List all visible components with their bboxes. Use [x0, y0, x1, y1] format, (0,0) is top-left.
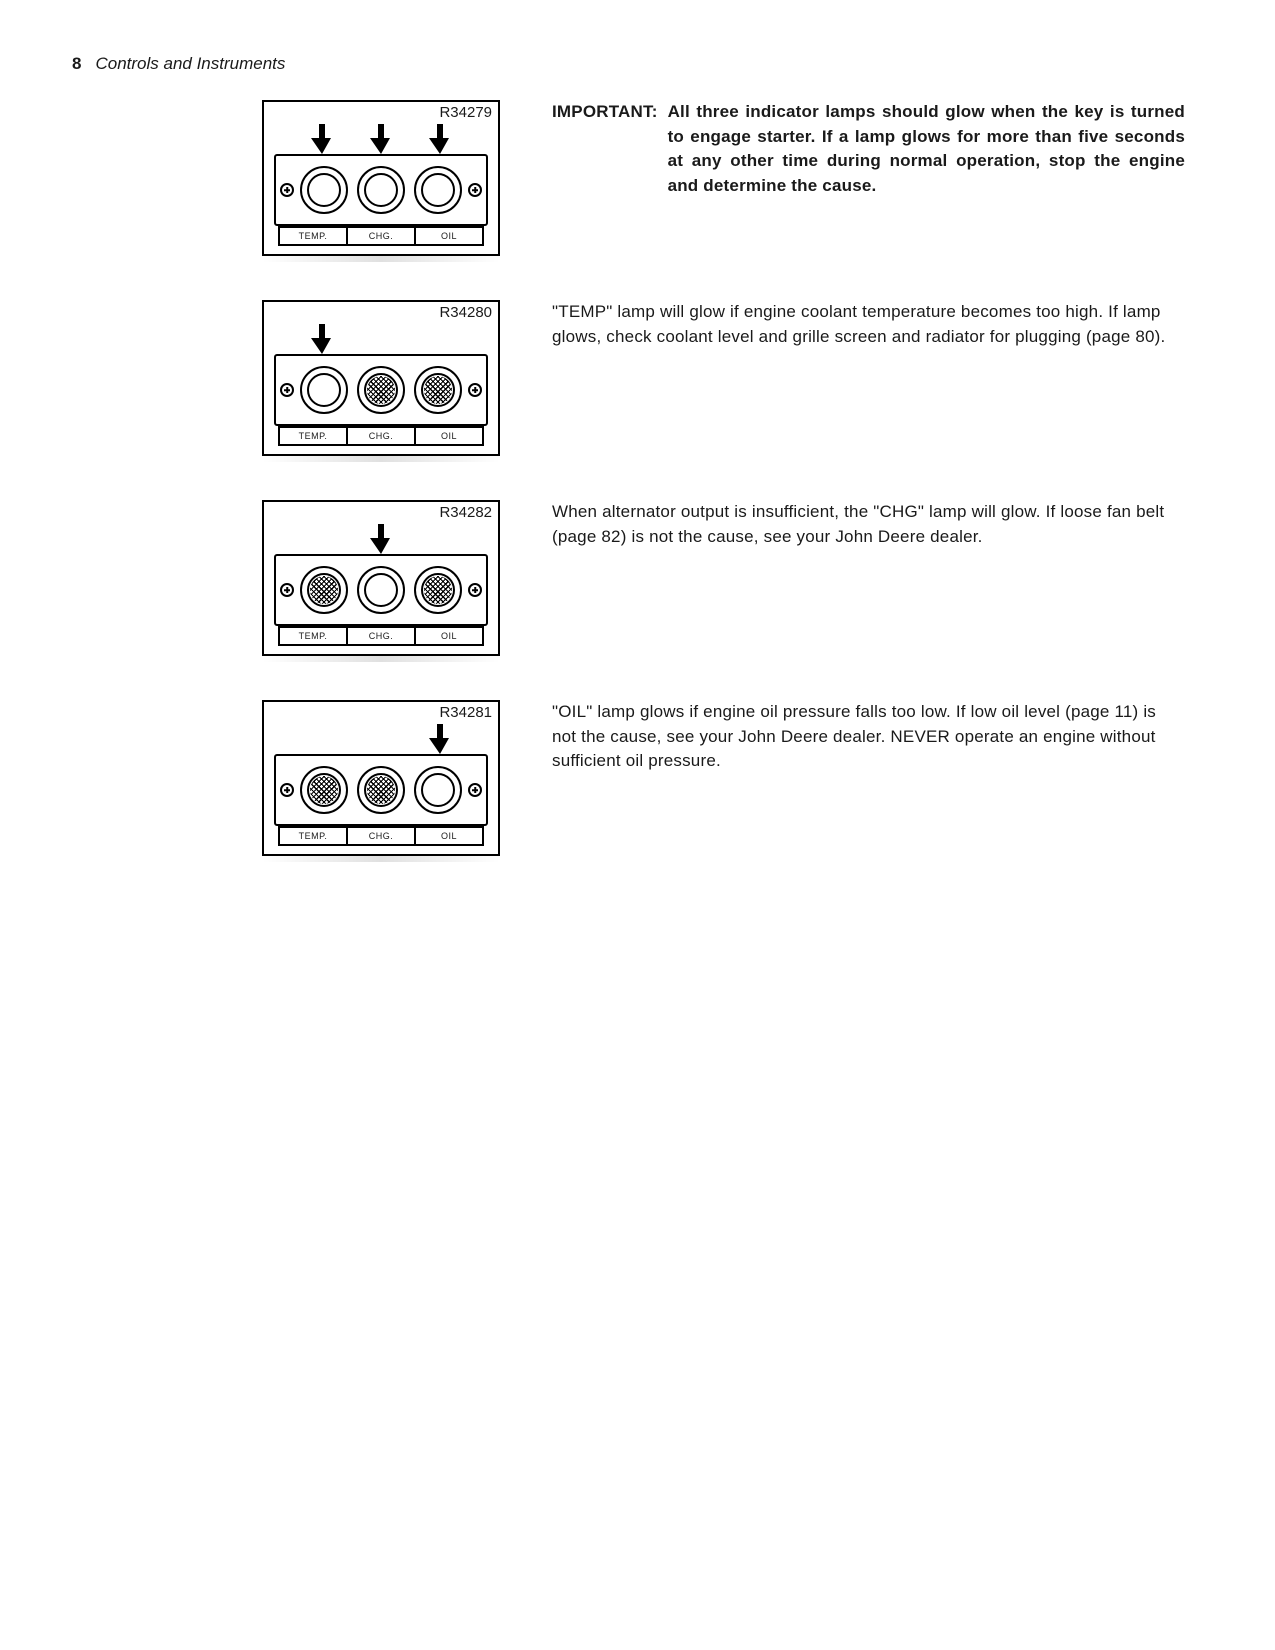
screw-icon [468, 783, 482, 797]
indicator-arrows [298, 524, 464, 554]
paragraph: "TEMP" lamp will glow if engine coolant … [552, 300, 1185, 349]
screw-icon [468, 183, 482, 197]
indicator-arrows [298, 324, 464, 354]
indicator-panel-figure: R34280 [262, 300, 500, 456]
temp-label: TEMP. [280, 428, 348, 444]
text-column: "OIL" lamp glows if engine oil pressure … [552, 700, 1185, 774]
chg-label: CHG. [348, 628, 416, 644]
chg-lamp-icon [357, 766, 405, 814]
arrow-down-icon [416, 724, 464, 754]
text-column: IMPORTANT: All three indicator lamps sho… [552, 100, 1185, 199]
important-label: IMPORTANT: [552, 100, 658, 199]
chg-label: CHG. [348, 428, 416, 444]
indicator-panel-figure: R34281 [262, 700, 500, 856]
oil-label: OIL [416, 828, 482, 844]
lamp-label-strip: TEMP. CHG. OIL [278, 826, 484, 846]
arrow-down-icon [298, 124, 346, 154]
important-notice: IMPORTANT: All three indicator lamps sho… [552, 100, 1185, 199]
temp-label: TEMP. [280, 628, 348, 644]
figure-id: R34280 [439, 304, 492, 321]
figure-id: R34279 [439, 104, 492, 121]
screw-icon [280, 383, 294, 397]
indicator-panel-figure: R34282 [262, 500, 500, 656]
temp-label: TEMP. [280, 228, 348, 244]
gauge-plate [274, 554, 488, 626]
content-rows: R34279 [72, 100, 1185, 856]
page-header: 8 Controls and Instruments [72, 54, 1185, 74]
oil-lamp-icon [414, 166, 462, 214]
temp-label: TEMP. [280, 828, 348, 844]
lamp-row [300, 762, 462, 818]
gauge-plate [274, 154, 488, 226]
oil-lamp-icon [414, 566, 462, 614]
indicator-panel-figure: R34279 [262, 100, 500, 256]
figure-column: R34279 [262, 100, 512, 256]
lamp-label-strip: TEMP. CHG. OIL [278, 626, 484, 646]
lamp-row [300, 162, 462, 218]
chg-lamp-icon [357, 566, 405, 614]
gauge-plate [274, 354, 488, 426]
page-number: 8 [72, 54, 81, 74]
arrow-down-icon [298, 324, 346, 354]
chg-lamp-icon [357, 166, 405, 214]
figure-column: R34282 [262, 500, 512, 656]
arrow-down-icon [416, 124, 464, 154]
temp-lamp-icon [300, 166, 348, 214]
section-title: Controls and Instruments [95, 54, 285, 74]
manual-page: 8 Controls and Instruments R34279 [0, 0, 1275, 1650]
screw-icon [280, 583, 294, 597]
lamp-row [300, 362, 462, 418]
important-body: All three indicator lamps should glow wh… [668, 100, 1185, 199]
indicator-arrows [298, 124, 464, 154]
oil-label: OIL [416, 228, 482, 244]
content-row: R34281 [72, 700, 1185, 856]
indicator-arrows [298, 724, 464, 754]
temp-lamp-icon [300, 366, 348, 414]
screw-icon [280, 783, 294, 797]
chg-lamp-icon [357, 366, 405, 414]
text-column: When alternator output is insufficient, … [552, 500, 1185, 549]
lamp-label-strip: TEMP. CHG. OIL [278, 226, 484, 246]
oil-lamp-icon [414, 366, 462, 414]
content-row: R34279 [72, 100, 1185, 256]
gauge-plate [274, 754, 488, 826]
chg-label: CHG. [348, 828, 416, 844]
figure-column: R34281 [262, 700, 512, 856]
paragraph: "OIL" lamp glows if engine oil pressure … [552, 700, 1185, 774]
figure-id: R34281 [439, 704, 492, 721]
oil-lamp-icon [414, 766, 462, 814]
temp-lamp-icon [300, 566, 348, 614]
screw-icon [468, 583, 482, 597]
content-row: R34280 [72, 300, 1185, 456]
oil-label: OIL [416, 428, 482, 444]
lamp-row [300, 562, 462, 618]
chg-label: CHG. [348, 228, 416, 244]
figure-column: R34280 [262, 300, 512, 456]
screw-icon [468, 383, 482, 397]
paragraph: When alternator output is insufficient, … [552, 500, 1185, 549]
arrow-down-icon [357, 524, 405, 554]
temp-lamp-icon [300, 766, 348, 814]
arrow-down-icon [357, 124, 405, 154]
oil-label: OIL [416, 628, 482, 644]
text-column: "TEMP" lamp will glow if engine coolant … [552, 300, 1185, 349]
figure-id: R34282 [439, 504, 492, 521]
content-row: R34282 [72, 500, 1185, 656]
screw-icon [280, 183, 294, 197]
lamp-label-strip: TEMP. CHG. OIL [278, 426, 484, 446]
